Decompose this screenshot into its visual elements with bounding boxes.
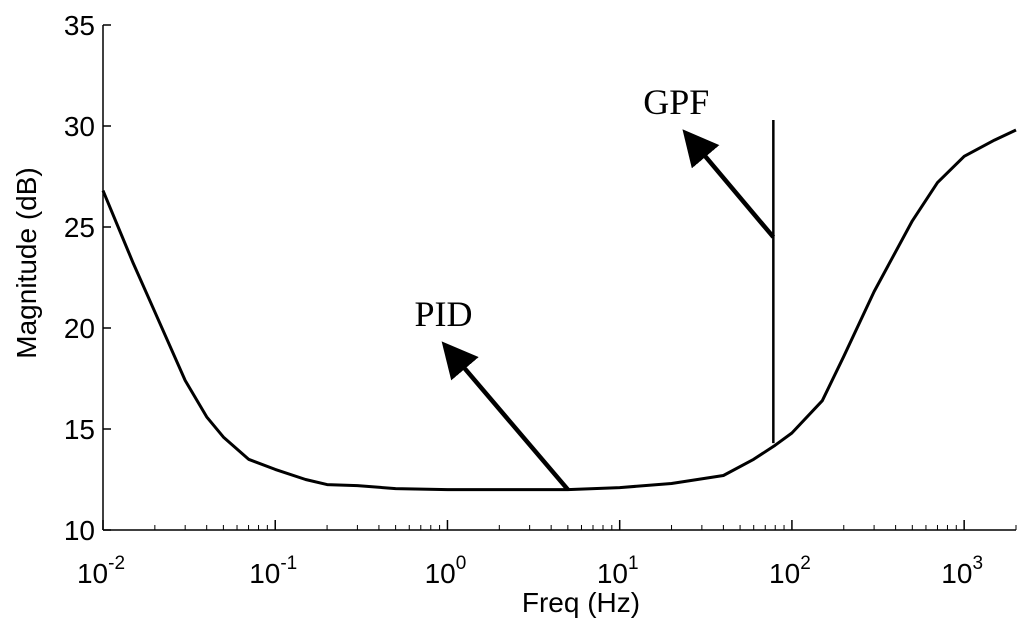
x-tick-label: 101 xyxy=(597,553,639,589)
series-line-0 xyxy=(101,128,1017,492)
pid-arrow xyxy=(441,341,570,492)
x-tick-label: 102 xyxy=(769,553,811,589)
x-tick-label: 10-2 xyxy=(77,553,125,589)
pid-label: PID xyxy=(414,294,472,334)
y-tick-label: 25 xyxy=(64,212,95,243)
annotations: PID GPF xyxy=(414,82,776,492)
ticks: 10 15 20 25 30 35 10-2 10-1 100 101 102 103 xyxy=(64,10,1017,589)
x-axis-label: Freq (Hz) xyxy=(522,587,640,618)
y-tick-label: 20 xyxy=(64,313,95,344)
x-tick-label: 100 xyxy=(425,553,467,589)
y-tick-label: 10 xyxy=(64,515,95,546)
x-tick-label: 103 xyxy=(941,553,983,589)
y-tick-label: 30 xyxy=(64,111,95,142)
y-axis-label: Magnitude (dB) xyxy=(11,167,42,358)
gpf-arrow xyxy=(682,129,776,239)
gpf-label: GPF xyxy=(643,82,709,122)
series xyxy=(101,119,1017,492)
y-tick-label: 15 xyxy=(64,414,95,445)
y-tick-label: 35 xyxy=(64,10,95,41)
axes xyxy=(102,25,1016,531)
x-tick-label: 10-1 xyxy=(249,553,297,589)
